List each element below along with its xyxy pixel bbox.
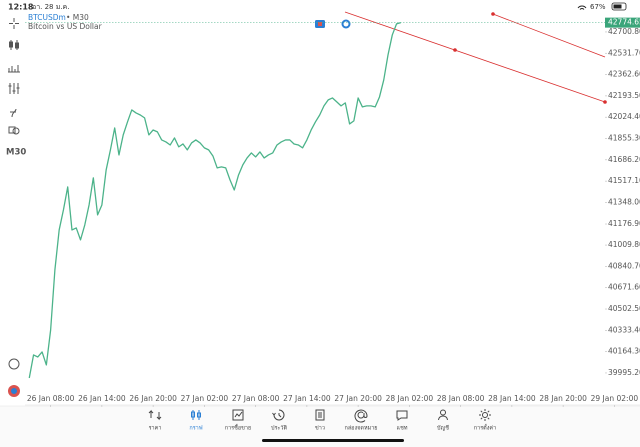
x-tick-label: 27 Jan 08:00: [232, 394, 280, 403]
y-tick-label: 39995.20: [608, 368, 640, 377]
tab-label: การซื้อขาย: [225, 424, 251, 432]
tab[interactable]: กราฟ: [189, 410, 203, 432]
y-tick-label: 41176.90: [608, 219, 640, 228]
status-time: 12:18: [8, 3, 34, 12]
bottom-tool[interactable]: [8, 358, 20, 370]
tab[interactable]: การตั้งค่า: [474, 409, 496, 432]
trend-anchor[interactable]: [453, 48, 457, 52]
tab-icon: [354, 409, 368, 423]
y-tick-label: 42700.80: [608, 27, 640, 36]
tab[interactable]: แชท: [396, 410, 408, 432]
left-toolbar: [8, 18, 20, 370]
wifi-icon: [577, 5, 587, 10]
price-line: [28, 22, 402, 379]
current-price-badge: [605, 17, 640, 28]
y-tick-label: 42362.60: [608, 70, 640, 79]
tab-label: ข่าว: [315, 426, 325, 432]
battery-level: [613, 4, 622, 9]
x-tick-label: 28 Jan 02:00: [386, 394, 434, 403]
tab-label: กล่องจดหมาย: [344, 426, 377, 432]
volume-tool[interactable]: [8, 65, 20, 73]
x-tick-label: 28 Jan 20:00: [539, 394, 587, 403]
status-date: อา. 28 ม.ค.: [32, 3, 69, 11]
tab[interactable]: กล่องจดหมาย: [344, 409, 378, 432]
y-tick-label: 41009.80: [608, 240, 640, 249]
current-price-label: 42774.65: [608, 18, 640, 27]
y-tick-label: 41517.10: [608, 176, 640, 185]
indicator-badge-2-inner: [343, 21, 349, 27]
tab-label: บัญชี: [437, 425, 449, 432]
tab[interactable]: ประวัติ: [271, 409, 287, 432]
tab-icon: [232, 409, 244, 421]
tab-icon: [191, 410, 201, 420]
y-tick-label: 41855.30: [608, 134, 640, 143]
battery-text: 67%: [590, 3, 606, 11]
x-tick-label: 26 Jan 14:00: [78, 394, 126, 403]
tab[interactable]: บัญชี: [437, 409, 449, 432]
symbol[interactable]: BTCUSDm: [28, 13, 66, 22]
trend-line[interactable]: [492, 13, 606, 58]
tab-label: ราคา: [149, 426, 162, 432]
timeframe-button[interactable]: M30: [6, 148, 26, 158]
tab[interactable]: การซื้อขาย: [225, 409, 251, 432]
function-tool[interactable]: [10, 108, 17, 118]
y-tick-label: 40333.40: [608, 325, 640, 334]
x-tick-label: 27 Jan 02:00: [181, 394, 229, 403]
y-tick-label: 42531.70: [608, 48, 640, 57]
symbol-timeframe: • M30: [66, 13, 89, 22]
tab-icon: [479, 409, 491, 421]
tab-icon: [272, 409, 285, 421]
x-tick-label: 28 Jan 08:00: [437, 394, 485, 403]
y-tick-label: 41348.00: [608, 197, 640, 206]
x-tick-label: 28 Jan 14:00: [488, 394, 536, 403]
trend-anchor[interactable]: [603, 100, 607, 104]
x-tick-label: 27 Jan 20:00: [334, 394, 382, 403]
x-tick-label: 29 Jan 02:00: [591, 394, 639, 403]
tab-icon: [148, 409, 162, 421]
candle-icon: [9, 41, 13, 48]
y-tick-label: 41686.20: [608, 155, 640, 164]
y-tick-label: 40502.50: [608, 304, 640, 313]
home-indicator: [262, 439, 404, 442]
tab-icon: [438, 409, 448, 421]
candle-icon: [15, 42, 19, 49]
y-tick-label: 42193.50: [608, 91, 640, 100]
trend-anchor[interactable]: [491, 12, 495, 16]
tab-label: แชท: [397, 425, 408, 432]
crosshair-tool[interactable]: [9, 18, 19, 29]
x-tick-label: 26 Jan 20:00: [129, 394, 177, 403]
trend-line[interactable]: [344, 11, 606, 103]
tab-label: ประวัติ: [271, 425, 287, 432]
tab-icon: [315, 409, 325, 421]
tab[interactable]: ราคา: [148, 409, 162, 432]
tab-label: การตั้งค่า: [474, 424, 496, 432]
tab-icon: [396, 410, 408, 421]
tab[interactable]: ข่าว: [315, 409, 325, 432]
symbol-description: Bitcoin vs US Dollar: [28, 22, 103, 31]
tab-label: กราฟ: [189, 425, 202, 432]
shapes-tool[interactable]: [8, 126, 16, 134]
indicator-badge-inner: [318, 22, 322, 26]
battery-icon: [611, 2, 627, 11]
y-tick-label: 40671.60: [608, 283, 640, 292]
indicators-tool[interactable]: [8, 83, 20, 94]
y-tick-label: 40164.30: [608, 347, 640, 356]
y-tick-label: 40840.70: [608, 261, 640, 270]
y-tick-label: 42024.40: [608, 112, 640, 121]
x-tick-label: 27 Jan 14:00: [283, 394, 331, 403]
x-tick-label: 26 Jan 08:00: [27, 394, 75, 403]
shapes-icon: [12, 127, 20, 135]
app-logo-inner: [11, 388, 17, 394]
